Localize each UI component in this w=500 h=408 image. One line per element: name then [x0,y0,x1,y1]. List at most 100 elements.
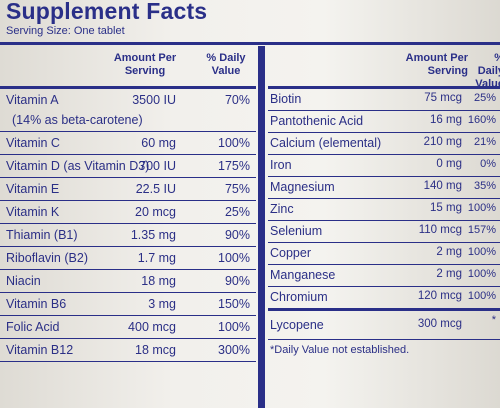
nutrient-row: Iron 0 mg 0% [268,155,500,177]
nutrient-dv: 25% [473,92,496,104]
nutrient-row: Lycopene 300 mcg * [268,309,500,340]
nutrient-dv: 100% [467,268,496,280]
nutrient-row: Copper 2 mg 100% [268,243,500,265]
right-table-header: Amount Per Serving % Daily Value [268,50,500,90]
nutrient-dv: 0% [480,158,496,170]
nutrient-name: Manganese [270,268,336,282]
nutrient-row: Manganese 2 mg 100% [268,265,500,287]
nutrient-name: Vitamin C [6,136,60,150]
nutrient-amount: 1.7 mg [137,251,176,265]
panel-title: Supplement Facts [6,0,208,24]
nutrient-dv: 100% [467,202,496,214]
nutrient-dv: 300% [218,343,250,357]
nutrient-amount: 110 mcg [418,224,462,236]
nutrient-dv: * [491,314,496,326]
nutrient-name: Zinc [270,202,294,216]
nutrient-dv: 90% [224,228,250,242]
nutrient-dv: 160% [467,114,496,126]
nutrient-name: Pantothenic Acid [270,114,364,128]
nutrient-name: Vitamin B12 [6,343,74,357]
nutrient-dv: 35% [473,180,496,192]
nutrient-row: Biotin 75 mcg 25% [268,89,500,111]
nutrient-row: Vitamin B12 18 mcg 300% [0,339,256,362]
nutrient-row: Folic Acid 400 mcg 100% [0,316,256,339]
nutrient-name: Riboflavin (B2) [6,251,88,265]
nutrient-amount: 18 mg [141,274,176,288]
nutrient-name: Biotin [270,92,302,106]
serving-size: Serving Size: One tablet [6,25,125,37]
nutrient-row: Vitamin B6 3 mg 150% [0,293,256,316]
panel-frame [0,42,500,408]
column-divider [258,46,265,408]
nutrient-row: Vitamin K 20 mcg 25% [0,201,256,224]
nutrient-dv: 100% [218,136,250,150]
left-table-header: Amount Per Serving % Daily Value [0,50,256,89]
footnote: *Daily Value not established. [270,344,410,356]
nutrient-name: Chromium [270,290,328,304]
daily-value-header: % Daily Value [475,52,500,90]
nutrient-dv: 90% [224,274,250,288]
nutrient-dv: 157% [467,224,496,236]
nutrient-subname: (14% as beta-carotene) [12,113,143,127]
nutrient-amount: 1.35 mg [130,228,176,242]
nutrient-row: Pantothenic Acid 16 mg 160% [268,111,500,133]
nutrient-amount: 16 mg [430,114,462,126]
nutrient-amount: 60 mg [141,136,176,150]
nutrient-dv: 175% [218,159,250,173]
nutrient-name: Copper [270,246,311,260]
nutrient-row: Calcium (elemental) 210 mg 21% [268,133,500,155]
nutrient-amount: 2 mg [436,246,462,258]
nutrient-amount: 20 mcg [135,205,176,219]
nutrient-row: Riboflavin (B2) 1.7 mg 100% [0,247,256,270]
nutrient-row: Vitamin A (14% as beta-carotene) 3500 IU… [0,89,256,132]
nutrient-name: Magnesium [270,180,335,194]
nutrient-amount: 210 mg [423,136,462,148]
nutrient-name: Lycopene [270,318,324,332]
nutrient-name: Folic Acid [6,320,60,334]
nutrient-row: Selenium 110 mcg 157% [268,221,500,243]
nutrient-amount: 120 mcg [417,290,462,302]
nutrient-row: Vitamin D (as Vitamin D3) 700 IU 175% [0,155,256,178]
nutrient-row: Vitamin C 60 mg 100% [0,132,256,155]
nutrient-name: Vitamin K [6,205,60,219]
nutrient-name: Vitamin D (as Vitamin D3) [6,159,150,173]
nutrient-dv: 150% [218,297,250,311]
nutrient-name: Niacin [6,274,41,288]
nutrient-amount: 18 mcg [135,343,176,357]
daily-value-header: % Daily Value [206,52,246,77]
nutrient-amount: 2 mg [436,268,462,280]
nutrient-dv: 75% [224,182,250,196]
nutrient-amount: 0 mg [436,158,462,170]
nutrient-name: Vitamin B6 [6,297,67,311]
nutrient-amount: 3 mg [148,297,176,311]
nutrient-dv: 100% [218,251,250,265]
nutrient-name: Thiamin (B1) [6,228,78,242]
nutrient-name: Vitamin E [6,182,60,196]
nutrient-amount: 22.5 IU [135,182,176,196]
nutrient-dv: 25% [224,205,250,219]
nutrient-amount: 75 mcg [424,92,462,104]
nutrient-dv: 100% [218,320,250,334]
left-nutrient-table: Amount Per Serving % Daily Value Vitamin… [0,50,256,362]
nutrient-name: Calcium (elemental) [270,136,382,150]
amount-header: Amount Per Serving [405,52,468,77]
nutrient-row: Vitamin E 22.5 IU 75% [0,178,256,201]
nutrient-dv: 100% [467,290,496,302]
nutrient-dv: 70% [224,93,250,107]
nutrient-row: Magnesium 140 mg 35% [268,177,500,199]
nutrient-name: Iron [270,158,292,172]
nutrient-row: Zinc 15 mg 100% [268,199,500,221]
nutrient-amount: 700 IU [139,159,176,173]
nutrient-row: Chromium 120 mcg 100% [268,287,500,309]
nutrient-amount: 140 mg [423,180,462,192]
nutrient-name: Vitamin A [6,93,59,107]
nutrient-name: Selenium [270,224,323,238]
right-nutrient-table: Amount Per Serving % Daily Value Biotin … [268,50,500,356]
amount-header: Amount Per Serving [113,52,177,77]
nutrient-amount: 400 mcg [128,320,176,334]
nutrient-amount: 3500 IU [132,93,176,107]
nutrient-dv: 100% [467,246,496,258]
nutrient-row: Niacin 18 mg 90% [0,270,256,293]
nutrient-dv: 21% [473,136,496,148]
